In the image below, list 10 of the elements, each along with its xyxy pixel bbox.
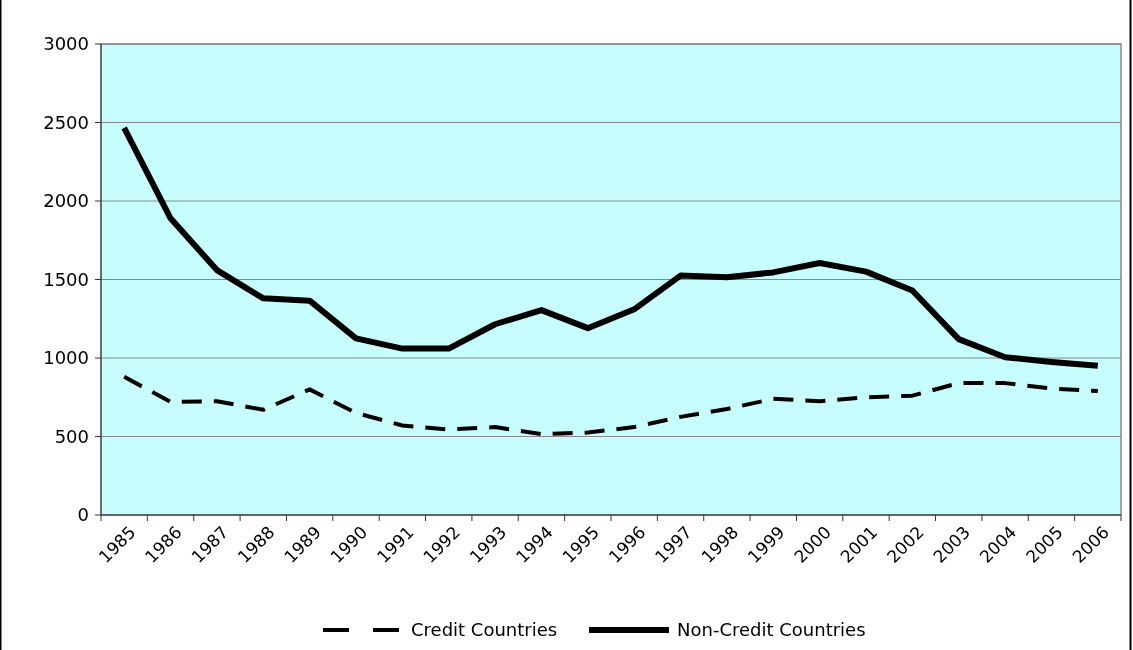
y-tick-label: 500: [54, 425, 89, 447]
y-tick-label: 1000: [43, 347, 89, 369]
y-tick-label: 2500: [43, 111, 89, 133]
legend-label: Credit Countries: [411, 619, 558, 641]
y-tick-label: 1500: [43, 268, 89, 290]
line-series: [122, 374, 1100, 437]
y-tick-label: 0: [77, 504, 89, 526]
y-tick-label: 3000: [43, 33, 89, 55]
y-tick-label: 2000: [43, 190, 89, 212]
legend-label: Non-Credit Countries: [677, 619, 866, 641]
